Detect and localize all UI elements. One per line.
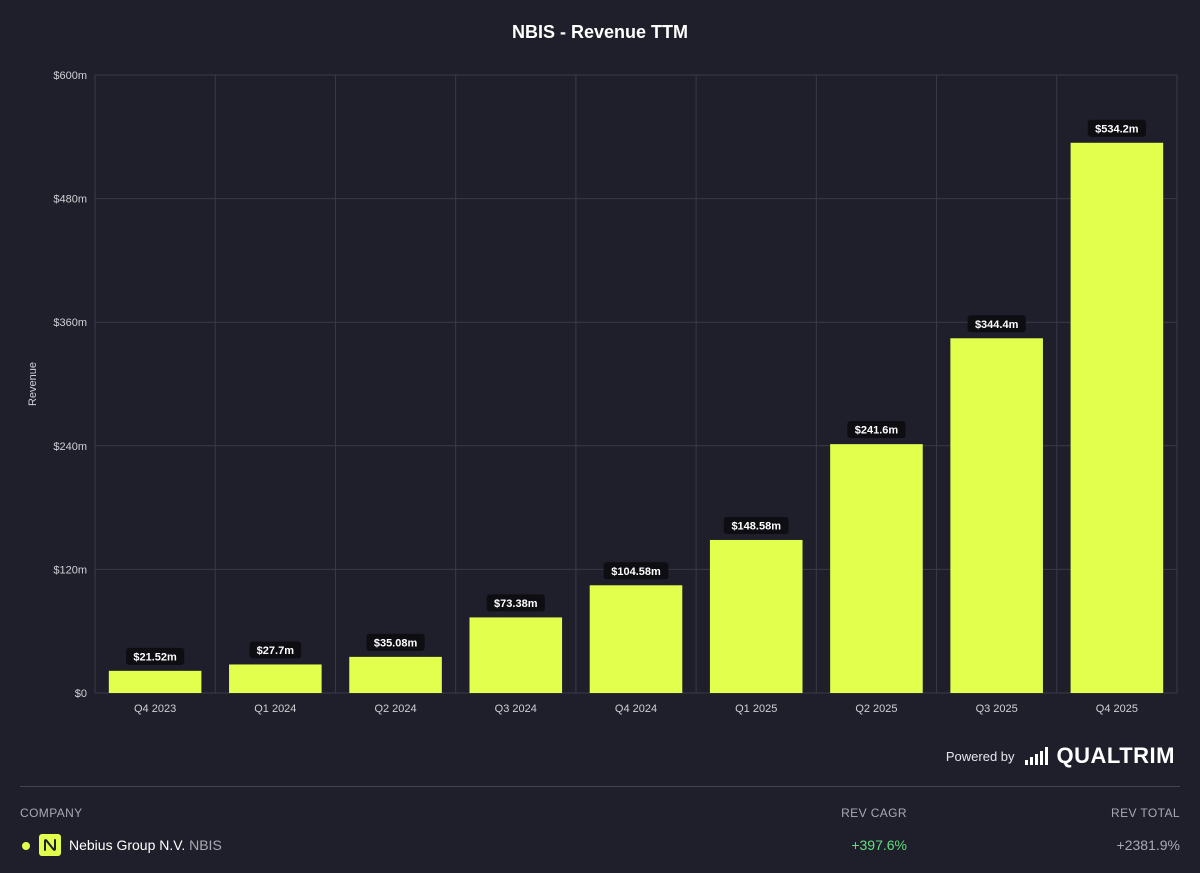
x-tick-label: Q4 2025 — [1096, 703, 1138, 715]
x-tick-label: Q3 2024 — [495, 703, 537, 715]
y-tick-label: $240m — [53, 441, 87, 453]
x-tick-label: Q2 2024 — [374, 703, 416, 715]
data-label: $27.7m — [257, 645, 295, 657]
bar — [950, 338, 1043, 693]
bar — [469, 617, 563, 693]
data-label-bg — [126, 647, 185, 665]
company-name-text: Nebius Group N.V. — [69, 837, 186, 853]
data-label: $73.38m — [494, 598, 538, 610]
brand-name: QUALTRIM — [1056, 743, 1175, 768]
data-label-bg — [366, 633, 425, 651]
data-label-bg — [486, 594, 545, 612]
powered-by-badge[interactable]: Powered by QUALTRIM — [946, 742, 1175, 770]
y-tick-label: $120m — [53, 564, 87, 576]
divider — [20, 786, 1180, 787]
data-label: $148.58m — [731, 520, 781, 532]
legend-row-nbis[interactable]: Nebius Group N.V. NBIS +397.6% +2381.9% — [20, 832, 1180, 858]
nebius-logo-icon — [39, 834, 61, 856]
revenue-bar-chart: $0 $120m $240m $360m $480m $600m Revenue Q4 202… — [27, 70, 1178, 715]
rev-cagr-value: +397.6% — [851, 837, 907, 853]
qualtrim-logo[interactable]: QUALTRIM — [1024, 743, 1175, 769]
x-tick-label: Q2 2025 — [855, 703, 897, 715]
x-tick-label: Q1 2024 — [254, 703, 296, 715]
y-tick-label: $480m — [53, 194, 87, 206]
y-tick-label: $0 — [75, 688, 87, 700]
y-tick-label: $360m — [53, 317, 87, 329]
data-label-bg — [723, 516, 789, 534]
data-label: $104.58m — [611, 566, 661, 578]
rev-total-value: +2381.9% — [1116, 837, 1180, 853]
bar — [108, 670, 202, 693]
x-tick-label: Q1 2025 — [735, 703, 777, 715]
data-label-bg — [603, 562, 669, 580]
bar — [1070, 142, 1164, 694]
company-ticker: NBIS — [189, 837, 222, 853]
x-tick-label: Q4 2024 — [615, 703, 657, 715]
data-label: $35.08m — [374, 637, 418, 649]
data-label: $344.4m — [975, 319, 1019, 331]
company-name: Nebius Group N.V. NBIS — [69, 837, 222, 853]
y-tick-label: $600m — [53, 70, 87, 82]
x-tick-label: Q4 2023 — [134, 703, 176, 715]
series-color-dot — [22, 842, 30, 850]
bar — [349, 656, 442, 693]
rev-total-column-header: REV TOTAL — [1111, 806, 1180, 820]
data-label: $21.52m — [133, 651, 177, 663]
x-tick-label: Q3 2025 — [976, 703, 1018, 715]
bar — [830, 444, 923, 693]
company-column-header: COMPANY — [20, 806, 83, 820]
chart-title: NBIS - Revenue TTM — [511, 22, 689, 42]
data-label: $534.2m — [1095, 123, 1139, 135]
bar — [229, 664, 322, 693]
data-label-bg — [967, 315, 1026, 333]
data-label-bg — [847, 421, 906, 439]
bar — [709, 539, 803, 693]
powered-by-text: Powered by — [945, 748, 1015, 764]
data-label-bg — [249, 641, 302, 659]
data-label-bg — [1087, 119, 1146, 137]
bar — [589, 585, 683, 693]
bar-chart-icon — [1024, 747, 1048, 765]
rev-cagr-column-header: REV CAGR — [841, 806, 907, 820]
y-axis-label: Revenue — [27, 362, 39, 406]
data-label: $241.6m — [855, 425, 899, 437]
